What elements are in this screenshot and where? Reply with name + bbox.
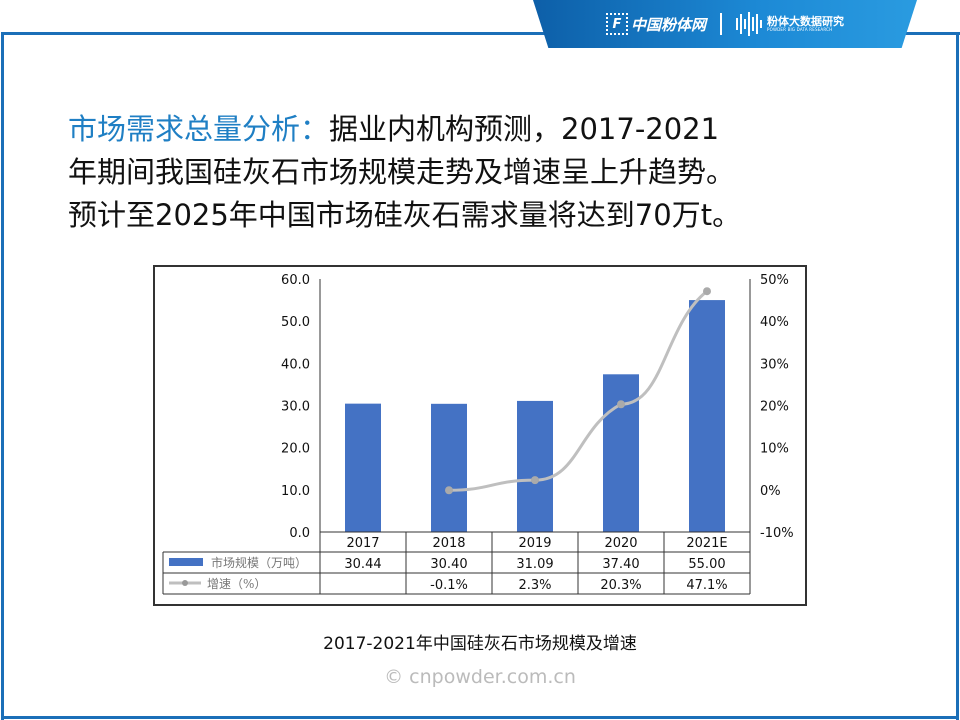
chart-caption: 2017-2021年中国硅灰石市场规模及增速 [323, 634, 637, 654]
x-tick-label: 2019 [518, 536, 551, 551]
y-left-tick-label: 0.0 [289, 526, 310, 541]
y-left-tick-label: 30.0 [281, 400, 310, 415]
x-tick-label: 2018 [432, 536, 465, 551]
soundwave-icon [736, 12, 762, 36]
bar [345, 403, 381, 532]
bar [517, 400, 553, 532]
headline-line1: 据业内机构预测，2017-2021 [329, 112, 720, 146]
frame-border [905, 32, 960, 35]
frame-border [956, 33, 959, 720]
y-right-tick-label: 0% [760, 484, 781, 499]
y-left-tick-label: 10.0 [281, 484, 310, 499]
frame-border [1, 716, 959, 719]
x-tick-label: 2020 [604, 536, 637, 551]
y-right-tick-label: 40% [760, 315, 789, 330]
y-right-tick-label: 30% [760, 357, 789, 372]
y-left-tick-label: 50.0 [281, 315, 310, 330]
bar [689, 300, 725, 532]
headline-line3: 预计至2025年中国市场硅灰石需求量将达到70万t。 [68, 198, 742, 232]
logo-mark-icon: F [605, 13, 628, 35]
data-label: 47.1% [686, 578, 727, 593]
cnpowder-logo: F 中国粉体网 [605, 13, 706, 35]
growth-point [617, 400, 625, 409]
growth-point [703, 287, 711, 296]
logo2-subtitle: POWDER BIG DATA RESEARCH [767, 27, 833, 32]
headline: 市场需求总量分析：据业内机构预测，2017-2021 年期间我国硅灰石市场规模走… [68, 108, 928, 237]
chart-svg: 0.0 10.0 20.0 30.0 40.0 50.0 60.0 -10% 0% 10% 20% 3… [162, 273, 794, 595]
data-label: -0.1% [430, 578, 468, 593]
watermark: © cnpowder.com.cn [384, 666, 576, 688]
logo2-title: 粉体大数据研究 [767, 15, 844, 28]
x-tick-label: 2017 [346, 536, 379, 551]
legend-label: 市场规模（万吨） [211, 555, 307, 570]
data-label: 31.09 [516, 557, 553, 572]
y-right-tick-label: -10% [760, 526, 794, 541]
headline-highlight: 市场需求总量分析： [68, 112, 330, 146]
y-left-tick-label: 60.0 [281, 273, 310, 288]
y-right-tick-label: 10% [760, 442, 789, 457]
chart: 0.0 10.0 20.0 30.0 40.0 50.0 60.0 -10% 0% 10% 20% 3… [153, 265, 807, 606]
legend-line-marker [182, 580, 188, 586]
data-label: 30.40 [430, 557, 467, 572]
research-logo: 粉体大数据研究 POWDER BIG DATA RESEARCH [736, 12, 844, 36]
growth-point [531, 476, 539, 485]
header-banner: F 中国粉体网 粉体大数据研究 POWDER BIG DATA RESEARCH [533, 0, 917, 48]
legend-bar-swatch [169, 558, 203, 566]
frame-border [1, 32, 546, 35]
growth-point [445, 486, 453, 495]
y-right-tick-label: 50% [760, 273, 789, 288]
x-tick-label: 2021E [686, 536, 727, 551]
frame-border [1, 33, 4, 720]
growth-line [448, 290, 708, 492]
bar [431, 403, 467, 532]
data-label: 2.3% [518, 578, 551, 593]
y-right-tick-label: 20% [760, 400, 789, 415]
data-label: 30.44 [344, 557, 381, 572]
y-left-tick-label: 20.0 [281, 442, 310, 457]
data-label: 20.3% [600, 578, 641, 593]
headline-line2: 年期间我国硅灰石市场规模走势及增速呈上升趋势。 [68, 155, 736, 189]
data-label: 55.00 [688, 557, 725, 572]
divider [720, 13, 722, 35]
legend-label: 增速（%） [207, 577, 266, 591]
data-label: 37.40 [602, 557, 639, 572]
bar [603, 374, 639, 532]
logo-text: 中国粉体网 [630, 15, 706, 34]
y-left-tick-label: 40.0 [281, 357, 310, 372]
